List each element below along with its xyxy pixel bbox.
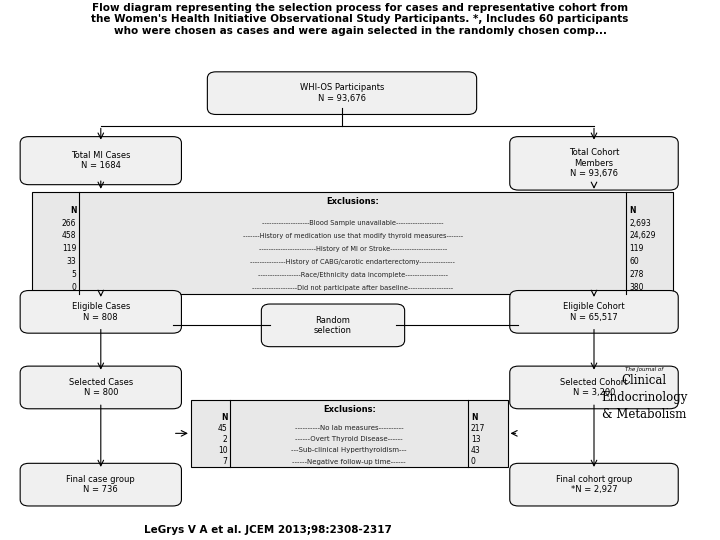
Text: Exclusions:: Exclusions:: [323, 405, 376, 414]
Text: ---------------History of CABG/carotic endarterectomy---------------: ---------------History of CABG/carotic e…: [251, 259, 455, 265]
FancyBboxPatch shape: [20, 137, 181, 185]
FancyBboxPatch shape: [191, 400, 508, 467]
Text: 278: 278: [629, 271, 644, 279]
Text: N: N: [629, 206, 636, 214]
Text: Selected Cases
N = 800: Selected Cases N = 800: [68, 378, 133, 397]
FancyBboxPatch shape: [510, 137, 678, 190]
Text: 7: 7: [222, 457, 228, 466]
Text: 119: 119: [62, 245, 76, 253]
Text: & Metabolism: & Metabolism: [602, 408, 687, 421]
Text: The Journal of: The Journal of: [626, 367, 663, 373]
Text: 119: 119: [629, 245, 644, 253]
Text: ------Negative follow-up time------: ------Negative follow-up time------: [292, 458, 406, 464]
FancyBboxPatch shape: [510, 291, 678, 333]
FancyBboxPatch shape: [20, 463, 181, 506]
FancyBboxPatch shape: [510, 366, 678, 409]
Text: 60: 60: [629, 258, 639, 266]
Text: Random
selection: Random selection: [314, 316, 352, 335]
Text: N: N: [221, 413, 228, 422]
Text: 217: 217: [471, 424, 485, 433]
Text: 24,629: 24,629: [629, 232, 656, 240]
Text: Eligible Cases
N = 808: Eligible Cases N = 808: [71, 302, 130, 321]
FancyBboxPatch shape: [20, 366, 181, 409]
Text: 5: 5: [71, 271, 76, 279]
Text: ------------------------History of MI or Stroke------------------------: ------------------------History of MI or…: [258, 246, 447, 252]
Text: -------History of medication use that modify thyroid measures-------: -------History of medication use that mo…: [243, 233, 463, 239]
Text: 0: 0: [71, 284, 76, 292]
Text: 380: 380: [629, 284, 644, 292]
Text: Final case group
N = 736: Final case group N = 736: [66, 475, 135, 494]
Text: -------------------Did not participate after baseline-------------------: -------------------Did not participate a…: [252, 285, 454, 291]
Text: 266: 266: [62, 219, 76, 227]
Text: ------Overt Thyroid Disease------: ------Overt Thyroid Disease------: [295, 436, 403, 442]
Text: 2,693: 2,693: [629, 219, 651, 227]
Text: Eligible Cohort
N = 65,517: Eligible Cohort N = 65,517: [563, 302, 625, 321]
Text: ---Sub-clinical Hyperthyroidism---: ---Sub-clinical Hyperthyroidism---: [292, 448, 407, 454]
Text: 13: 13: [471, 435, 480, 444]
Text: Total Cohort
Members
N = 93,676: Total Cohort Members N = 93,676: [569, 148, 619, 178]
Text: Selected Cohort
N = 3,200: Selected Cohort N = 3,200: [560, 378, 628, 397]
Text: 45: 45: [217, 424, 228, 433]
Text: LeGrys V A et al. JCEM 2013;98:2308-2317: LeGrys V A et al. JCEM 2013;98:2308-2317: [144, 524, 392, 535]
FancyBboxPatch shape: [20, 291, 181, 333]
FancyBboxPatch shape: [261, 304, 405, 347]
Text: Endocrinology: Endocrinology: [601, 392, 688, 404]
Text: Final cohort group
*N = 2,927: Final cohort group *N = 2,927: [556, 475, 632, 494]
Text: 458: 458: [62, 232, 76, 240]
Text: ------------------Race/Ethnicity data incomplete------------------: ------------------Race/Ethnicity data in…: [258, 272, 448, 278]
Text: Flow diagram representing the selection process for cases and representative coh: Flow diagram representing the selection …: [91, 3, 629, 36]
Text: Total MI Cases
N = 1684: Total MI Cases N = 1684: [71, 151, 130, 170]
Text: Exclusions:: Exclusions:: [326, 197, 379, 206]
Text: 2: 2: [222, 435, 228, 444]
Text: N: N: [471, 413, 477, 422]
FancyBboxPatch shape: [32, 192, 673, 294]
Text: 33: 33: [66, 258, 76, 266]
FancyBboxPatch shape: [207, 72, 477, 114]
Text: ----------No lab measures----------: ----------No lab measures----------: [295, 425, 403, 431]
Text: WHI-OS Participants
N = 93,676: WHI-OS Participants N = 93,676: [300, 84, 384, 103]
Text: 43: 43: [471, 446, 481, 455]
FancyBboxPatch shape: [510, 463, 678, 506]
Text: 10: 10: [218, 446, 228, 455]
Text: --------------------Blood Sample unavailable--------------------: --------------------Blood Sample unavail…: [262, 220, 444, 226]
Text: N: N: [70, 206, 76, 214]
Text: Clinical: Clinical: [622, 374, 667, 387]
Text: 0: 0: [471, 457, 476, 466]
